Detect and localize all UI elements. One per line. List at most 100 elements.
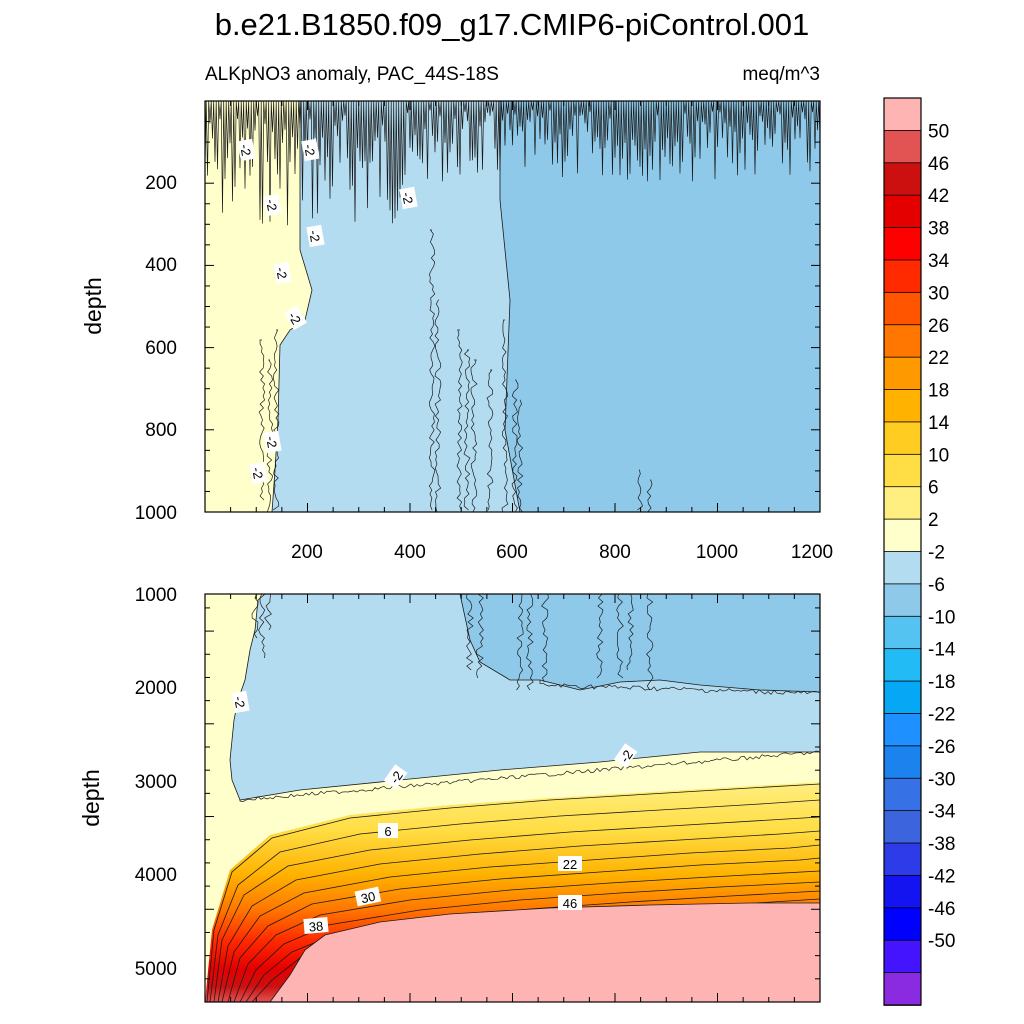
- colorbar-swatch: [883, 745, 922, 780]
- colorbar-label: 26: [928, 316, 949, 337]
- noisy-contour: [434, 299, 442, 512]
- upper-xtick-label: 600: [496, 542, 528, 563]
- noisy-contour: [646, 594, 654, 691]
- colorbar-label: 14: [928, 413, 950, 434]
- noisy-contour: [470, 359, 478, 512]
- colorbar-swatch: [883, 356, 922, 391]
- colorbar-label: -26: [928, 737, 955, 758]
- colorbar-label: 18: [928, 381, 949, 402]
- contour-label: -2: [263, 435, 280, 449]
- noisy-contour: [264, 594, 272, 631]
- colorbar-swatch: [883, 842, 922, 877]
- upper-panel: 200 400 600 800 1000 200 400 600 800 100…: [80, 100, 833, 563]
- noisy-contour: [272, 329, 280, 511]
- colorbar-swatch: [883, 583, 922, 618]
- colorbar-label: -18: [928, 672, 955, 693]
- contour-label: 22: [563, 857, 577, 872]
- lower-axis-ticks: [204, 594, 821, 1003]
- colorbar-label: 50: [928, 121, 949, 142]
- noisy-contour: [501, 319, 509, 512]
- contour-label: -2: [273, 266, 290, 280]
- colorbar-swatch: [883, 227, 922, 261]
- noisy-contour: [541, 594, 549, 683]
- colorbar-label: 34: [928, 251, 950, 272]
- colorbar-label: 22: [928, 348, 949, 369]
- colorbar-swatch: [883, 259, 922, 294]
- colorbar-swatch: [883, 713, 922, 747]
- colorbar-swatch: [883, 291, 922, 326]
- noisy-contour: [239, 750, 820, 802]
- upper-ytick-label: 1000: [135, 503, 177, 524]
- colorbar-label: -6: [928, 575, 945, 596]
- colorbar-label: -42: [928, 866, 955, 887]
- colorbar-swatch: [883, 421, 922, 456]
- noisy-contour: [251, 594, 259, 639]
- colorbar-label: -30: [928, 769, 955, 790]
- colorbar-swatch: [883, 324, 922, 358]
- contour-label: -2: [263, 198, 280, 212]
- colorbar-swatch: [883, 486, 922, 520]
- colorbar-label: -10: [928, 607, 955, 628]
- noisy-contour: [463, 349, 471, 511]
- colorbar-label: -22: [928, 704, 955, 725]
- noisy-contour: [539, 680, 820, 695]
- colorbar-labels: 50 46 42 38 34 30 26 22 18 14 10 6 2 -2 -6 -10 -14 -18 -22…: [928, 121, 956, 952]
- contour-label: -2: [237, 143, 254, 157]
- lower-ytick-label: 4000: [135, 865, 177, 886]
- colorbar-swatch: [883, 389, 922, 423]
- lower-panel: 1000 2000 3000 4000 5000 depth -2 -2 -2 …: [78, 585, 821, 1003]
- upper-ytick-label: 400: [145, 255, 177, 276]
- noisy-contour: [486, 369, 494, 511]
- colorbar-label: -2: [928, 543, 945, 564]
- noisy-contour: [637, 469, 644, 511]
- contour-label: -2: [301, 143, 318, 157]
- colorbar-label: -34: [928, 802, 956, 823]
- figure-title: b.e21.B1850.f09_g17.CMIP6-piControl.001: [215, 7, 810, 42]
- colorbar-swatch: [883, 551, 922, 585]
- upper-xtick-label: 1000: [696, 542, 738, 563]
- colorbar-swatch: [883, 875, 922, 909]
- colorbar-label: 10: [928, 445, 949, 466]
- colorbar-swatch: [883, 810, 922, 844]
- noisy-contour: [596, 594, 604, 679]
- upper-xtick-label: 800: [599, 542, 631, 563]
- lower-contour-labels: -2 -2 -2 6 22 30 46 38: [231, 690, 638, 935]
- upper-xtick-label: 200: [291, 542, 323, 563]
- lower-ytick-label: 3000: [135, 772, 177, 793]
- lower-region-minus6-to-minus10: [459, 594, 820, 693]
- upper-xtick-label: 1200: [791, 542, 833, 563]
- lower-ytick-label: 1000: [135, 585, 177, 606]
- noisy-contour: [205, 101, 820, 226]
- colorbar-label: 42: [928, 186, 949, 207]
- colorbar-label: 38: [928, 219, 949, 240]
- colorbar-swatch: [883, 453, 922, 488]
- upper-xtick-label: 400: [394, 542, 426, 563]
- lower-noisy-contours: [239, 594, 820, 802]
- colorbar-swatch: [883, 129, 922, 164]
- lower-y-ticklabels: 1000 2000 3000 4000 5000: [135, 585, 177, 980]
- upper-x-ticklabels: 200 400 600 800 1000 1200: [291, 542, 833, 563]
- noisy-contour: [616, 594, 624, 679]
- colorbar-swatch: [883, 907, 922, 942]
- contour-label: 30: [359, 889, 376, 907]
- panel-subtitle-left: ALKpNO3 anomaly, PAC_44S-18S: [205, 64, 499, 85]
- colorbar-swatch: [883, 518, 922, 553]
- noisy-contour: [258, 594, 266, 659]
- lower-region-above-50: [269, 902, 820, 1002]
- upper-ytick-label: 200: [145, 173, 177, 194]
- lower-ytick-label: 5000: [135, 959, 177, 980]
- upper-y-axis-label: depth: [80, 277, 106, 335]
- colorbar-swatch: [883, 615, 922, 650]
- colorbar-swatch: [883, 162, 922, 196]
- colorbar-label: -46: [928, 899, 955, 920]
- colorbar-frame: [883, 97, 922, 1006]
- colorbar-label: -14: [928, 640, 956, 661]
- panel-subtitle-right: meq/m^3: [742, 64, 820, 85]
- noisy-contour: [626, 594, 634, 671]
- noisy-contour: [646, 479, 653, 512]
- upper-contour-labels: -2 -2 -2 -2 -2 -2 -2 -2 -2: [237, 138, 418, 485]
- colorbar-label: 2: [928, 510, 939, 531]
- contour-label: 46: [563, 896, 577, 911]
- contour-label: -2: [399, 191, 416, 205]
